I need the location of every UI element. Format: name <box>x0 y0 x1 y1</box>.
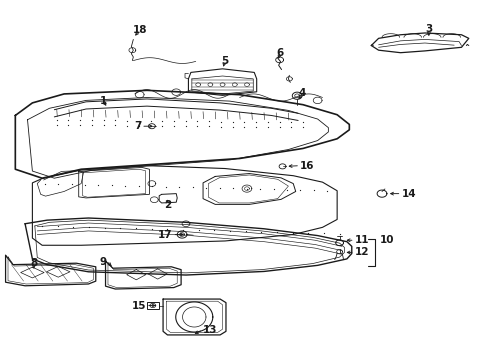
Text: 15: 15 <box>131 301 146 311</box>
Text: 10: 10 <box>379 235 394 245</box>
Text: 18: 18 <box>132 25 146 35</box>
Text: 14: 14 <box>401 189 415 199</box>
Text: 4: 4 <box>298 88 305 98</box>
Text: 7: 7 <box>134 121 141 131</box>
Text: 13: 13 <box>203 325 217 335</box>
Text: 5: 5 <box>221 56 228 66</box>
Text: 16: 16 <box>300 161 314 171</box>
Text: 2: 2 <box>163 200 171 210</box>
Text: 17: 17 <box>158 230 172 239</box>
Text: 12: 12 <box>354 247 368 257</box>
Text: 6: 6 <box>276 48 283 58</box>
Text: 9: 9 <box>100 257 107 267</box>
Text: 3: 3 <box>425 24 431 35</box>
Text: 1: 1 <box>99 96 106 106</box>
Text: 8: 8 <box>30 258 38 268</box>
Text: 11: 11 <box>354 235 368 245</box>
